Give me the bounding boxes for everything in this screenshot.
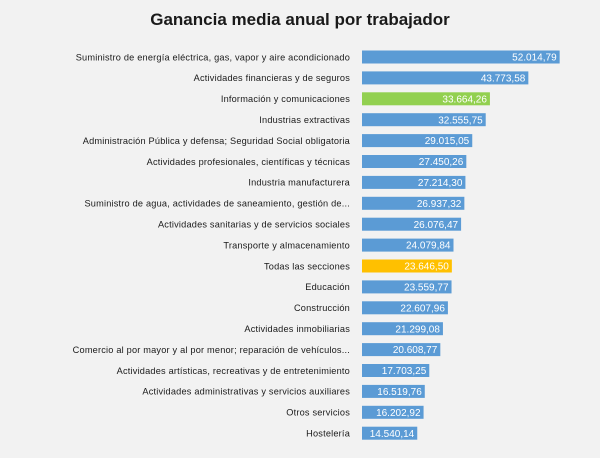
bar-group: Suministro de agua, actividades de sanea… — [84, 196, 465, 210]
value-label: 43.773,58 — [481, 74, 526, 85]
value-label: 23.559,77 — [404, 283, 449, 294]
bar-group: Información y comunicaciones 33.664,26 — [221, 92, 490, 105]
value-label: 26.937,32 — [417, 199, 462, 210]
bar — [362, 238, 454, 252]
bar — [362, 322, 443, 336]
value-label: 29.015,05 — [425, 136, 470, 147]
value-label: 22.607,96 — [400, 303, 445, 314]
category-label: Actividades inmobiliarias — [244, 324, 350, 334]
chart-title: Ganancia media anual por trabajador — [150, 10, 450, 29]
bar — [362, 343, 441, 357]
bar-group: Industrias extractivas 32.555,75 — [259, 113, 486, 127]
value-label: 33.664,26 — [442, 94, 487, 105]
value-label: 27.450,26 — [419, 157, 464, 168]
value-label: 32.555,75 — [438, 115, 483, 126]
bar-group: Actividades profesionales, científicas y… — [147, 155, 467, 168]
bar — [362, 405, 424, 419]
bar-group: Construcción 22.607,96 — [294, 301, 448, 314]
category-label: Educación — [305, 282, 350, 292]
category-label: Actividades administrativas y servicios … — [142, 387, 350, 397]
value-label: 17.703,25 — [382, 366, 427, 377]
bar — [362, 426, 418, 440]
bar-group: Actividades sanitarias y de servicios so… — [158, 217, 462, 231]
bar-group: Comercio al por mayor y al por menor; re… — [73, 343, 441, 356]
category-label: Industria manufacturera — [248, 178, 350, 188]
bar-group: Todas las secciones 23.646,50 — [264, 259, 452, 273]
bar — [362, 364, 430, 377]
bar — [362, 92, 490, 106]
value-label: 27.214,30 — [418, 178, 463, 189]
bar-group: Industria manufacturera 27.214,30 — [248, 175, 466, 189]
bar-group: Suministro de energía eléctrica, gas, va… — [76, 50, 560, 64]
value-label: 14.540,14 — [370, 429, 415, 440]
category-label: Todas las secciones — [264, 261, 350, 271]
category-label: Industrias extractivas — [259, 115, 350, 125]
bar-group: Actividades administrativas y servicios … — [142, 384, 425, 398]
value-label: 16.202,92 — [376, 408, 421, 419]
bar — [362, 113, 486, 127]
bar-group: Actividades financieras y de seguros 43.7… — [194, 71, 529, 85]
bar — [362, 280, 452, 294]
value-label: 26.076,47 — [414, 220, 459, 231]
category-label: Comercio al por mayor y al por menor; re… — [73, 345, 350, 355]
bar-group: Administración Pública y defensa; Seguri… — [83, 134, 473, 147]
bar — [362, 155, 467, 168]
bar — [362, 134, 473, 148]
bar-group: Hostelería 14.540,14 — [306, 426, 418, 440]
value-label: 16.519,76 — [377, 387, 422, 398]
value-label: 21.299,08 — [395, 324, 440, 335]
category-label: Otros servicios — [286, 408, 350, 418]
category-label: Actividades artísticas, recreativas y de… — [117, 366, 350, 376]
bar — [362, 71, 529, 85]
category-label: Transporte y almacenamiento — [223, 240, 350, 250]
category-label: Hostelería — [306, 429, 351, 439]
category-label: Actividades profesionales, científicas y… — [147, 157, 351, 167]
bar — [362, 217, 462, 231]
bar — [362, 50, 560, 64]
bar — [362, 196, 465, 210]
category-label: Suministro de energía eléctrica, gas, va… — [76, 52, 350, 62]
bar — [362, 301, 448, 315]
category-label: Administración Pública y defensa; Seguri… — [83, 136, 351, 146]
value-label: 20.608,77 — [393, 345, 438, 356]
bars-layer: Suministro de energía eléctrica, gas, va… — [73, 50, 560, 440]
bar-group: Transporte y almacenamiento 24.079,84 — [223, 238, 454, 252]
bar-group: Actividades artísticas, recreativas y de… — [117, 364, 430, 377]
category-label: Actividades financieras y de seguros — [194, 73, 351, 83]
bar-group: Actividades inmobiliarias 21.299,08 — [244, 322, 443, 335]
bar-group: Educación 23.559,77 — [305, 280, 452, 294]
bar-group: Otros servicios 16.202,92 — [286, 405, 424, 419]
value-label: 23.646,50 — [404, 262, 449, 273]
bar — [362, 384, 425, 398]
value-label: 24.079,84 — [406, 241, 451, 252]
category-label: Actividades sanitarias y de servicios so… — [158, 220, 350, 230]
category-label: Información y comunicaciones — [221, 94, 350, 104]
category-label: Construcción — [294, 303, 350, 313]
bar — [362, 259, 452, 273]
bar — [362, 175, 466, 189]
category-label: Suministro de agua, actividades de sanea… — [84, 199, 350, 209]
value-label: 52.014,79 — [512, 53, 557, 64]
